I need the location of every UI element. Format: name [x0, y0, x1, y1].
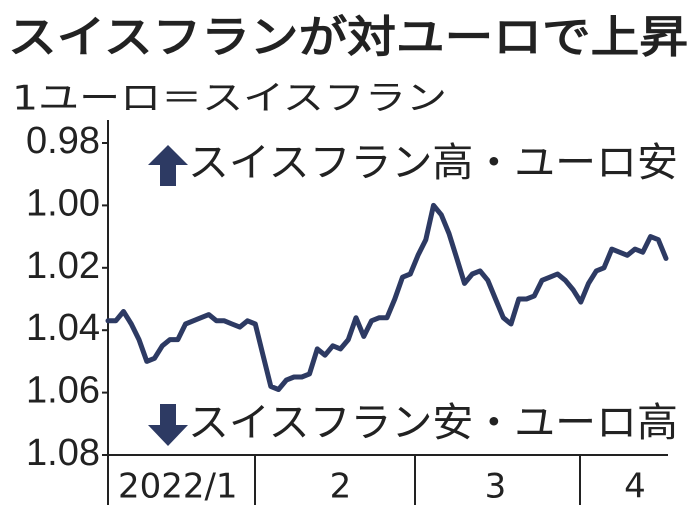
x-tick-label: 2 — [330, 467, 352, 507]
up-arrow — [148, 145, 188, 186]
annotation: スイスフラン高・ユーロ安 — [188, 140, 678, 186]
down-arrow — [148, 404, 188, 446]
y-tick-label: 1.02 — [26, 245, 100, 287]
x-tick-label: 2022/1 — [118, 467, 238, 507]
chart-subtitle: 1ユーロ＝スイスフラン — [12, 79, 447, 119]
line — [105, 202, 669, 392]
y-tick-label: 1.00 — [26, 182, 100, 224]
y-tick-label: 1.06 — [26, 370, 100, 412]
y-tick-label: 1.04 — [26, 307, 100, 349]
chart-title: スイスフランが対ユーロで上昇 — [8, 12, 688, 63]
x-tick-label: 3 — [485, 467, 507, 507]
x-tick-label: 4 — [624, 467, 646, 507]
annotation: スイスフラン安・ユーロ高 — [188, 400, 678, 446]
y-tick-label: 1.08 — [26, 432, 100, 474]
y-tick-label: 0.98 — [26, 120, 100, 162]
